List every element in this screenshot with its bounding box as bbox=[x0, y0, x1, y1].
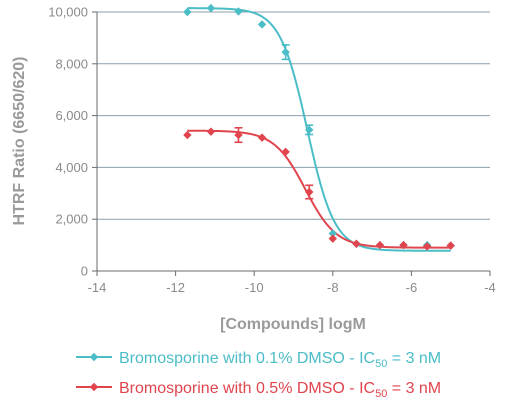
legend-label: Bromosporine with 0.1% DMSO - IC50 = 3 n… bbox=[119, 350, 441, 370]
legend-label-suffix: = 3 nM bbox=[387, 380, 441, 397]
data-point-series-2 bbox=[206, 127, 216, 136]
legend-label-subscript: 50 bbox=[375, 388, 387, 400]
x-tick-label: -14 bbox=[88, 280, 107, 295]
y-tick-label: 2,000 bbox=[55, 212, 88, 227]
fit-curve-series-2 bbox=[187, 129, 451, 249]
legend-label-subscript: 50 bbox=[375, 358, 387, 370]
legend-label-main: Bromosporine with 0.5% DMSO - IC bbox=[119, 380, 375, 397]
data-point-series-2 bbox=[422, 242, 432, 251]
legend: Bromosporine with 0.1% DMSO - IC50 = 3 n… bbox=[76, 350, 441, 400]
legend-swatch-marker bbox=[89, 352, 99, 362]
data-point-series-2 bbox=[328, 234, 337, 243]
legend-swatch-marker bbox=[89, 382, 99, 392]
y-tick-label: 10,000 bbox=[48, 5, 88, 20]
x-tick-label: -8 bbox=[327, 280, 339, 295]
legend-label: Bromosporine with 0.5% DMSO - IC50 = 3 n… bbox=[119, 380, 441, 400]
y-tick-label: 0 bbox=[81, 264, 88, 279]
fit-curves bbox=[187, 7, 451, 252]
data-point-series-1 bbox=[281, 47, 290, 57]
x-tick-label: -4 bbox=[484, 280, 496, 295]
data-point-series-2 bbox=[183, 130, 192, 140]
y-axis-title: HTRF Ratio (6650/620) bbox=[11, 57, 28, 226]
data-point-series-1 bbox=[257, 20, 267, 29]
data-point-series-2 bbox=[352, 239, 361, 249]
data-points bbox=[183, 3, 455, 251]
data-point-series-2 bbox=[234, 130, 243, 140]
data-point-series-1 bbox=[328, 229, 337, 238]
fit-curve-series-1 bbox=[187, 7, 451, 252]
data-point-series-2 bbox=[257, 133, 267, 142]
y-tick-label: 4,000 bbox=[55, 160, 88, 175]
legend-label-main: Bromosporine with 0.1% DMSO - IC bbox=[119, 350, 375, 367]
data-point-series-2 bbox=[446, 241, 455, 250]
data-point-series-1 bbox=[305, 125, 314, 135]
data-point-series-2 bbox=[399, 240, 408, 250]
axes bbox=[96, 12, 490, 272]
x-tick-label: -12 bbox=[166, 280, 185, 295]
data-point-series-2 bbox=[375, 240, 385, 250]
x-axis-title: [Compounds] logM bbox=[220, 316, 366, 333]
data-point-series-1 bbox=[183, 7, 192, 17]
data-point-series-1 bbox=[234, 7, 243, 16]
y-ticks: 0 2,000 4,000 6,000 8,000 10,000 bbox=[48, 5, 97, 279]
x-ticks: -14 -12 -10 -8 -6 -4 bbox=[88, 271, 496, 295]
data-point-series-2 bbox=[281, 147, 290, 157]
x-tick-label: -10 bbox=[245, 280, 264, 295]
legend-label-suffix: = 3 nM bbox=[387, 350, 441, 367]
y-tick-label: 8,000 bbox=[55, 56, 88, 71]
data-point-series-2 bbox=[305, 187, 314, 197]
gridlines bbox=[97, 11, 490, 220]
y-tick-label: 6,000 bbox=[55, 108, 88, 123]
x-tick-label: -6 bbox=[406, 280, 418, 295]
data-point-series-1 bbox=[206, 3, 216, 13]
